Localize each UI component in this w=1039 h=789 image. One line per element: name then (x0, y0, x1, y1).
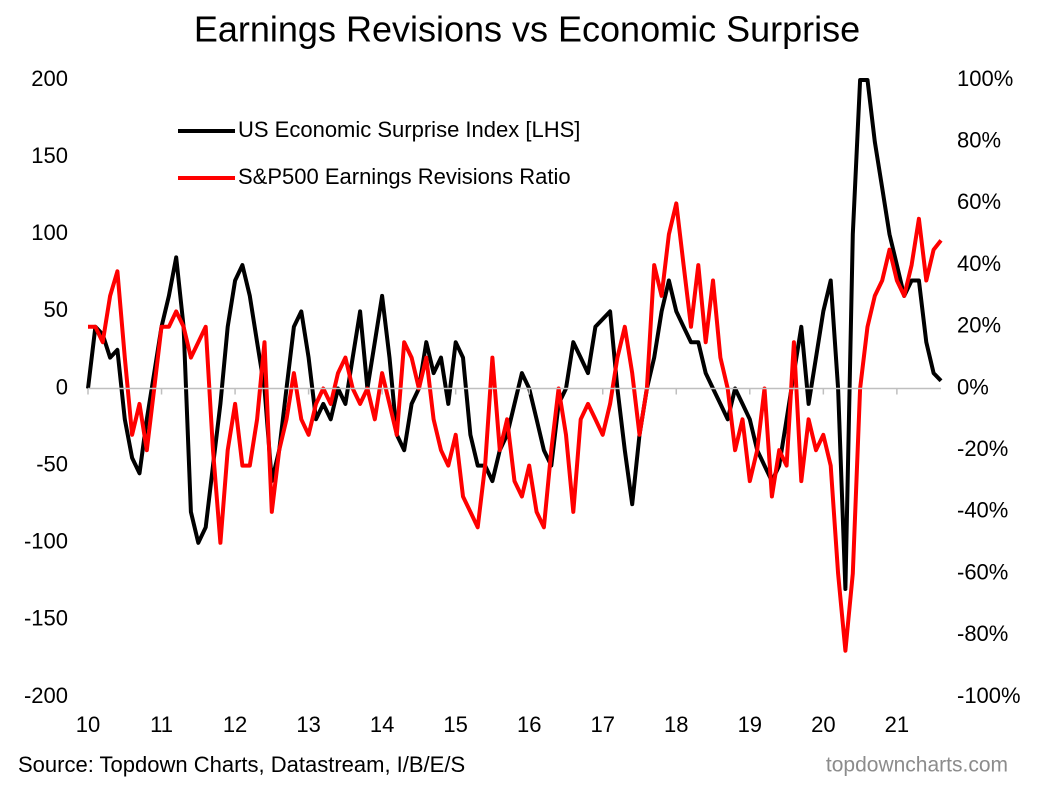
y-tick-label: 50 (44, 297, 68, 322)
y-tick-label: 150 (31, 143, 68, 168)
x-tick-label: 13 (296, 712, 320, 737)
x-tick-label: 19 (738, 712, 762, 737)
x-tick-label: 16 (517, 712, 541, 737)
y-tick-label: 0 (56, 374, 68, 399)
y2-tick-label: 0% (957, 374, 989, 399)
x-tick-label: 14 (370, 712, 394, 737)
y2-tick-label: -40% (957, 498, 1008, 523)
y2-tick-label: -20% (957, 436, 1008, 461)
y2-tick-label: 40% (957, 251, 1001, 276)
x-tick-label: 11 (150, 712, 173, 737)
y-tick-label: 200 (31, 66, 68, 91)
x-tick-label: 20 (811, 712, 835, 737)
series-line (86, 78, 943, 591)
source-note: Source: Topdown Charts, Datastream, I/B/… (18, 752, 465, 777)
y-tick-label: 100 (31, 220, 68, 245)
y2-tick-label: -80% (957, 621, 1008, 646)
y-tick-label: -150 (24, 606, 68, 631)
x-tick-label: 12 (223, 712, 247, 737)
legend-label: US Economic Surprise Index [LHS] (238, 117, 580, 142)
x-tick-label: 18 (664, 712, 688, 737)
watermark: topdowncharts.com (826, 754, 1008, 777)
legend-label: S&P500 Earnings Revisions Ratio (238, 164, 571, 189)
x-tick-label: 10 (76, 712, 100, 737)
y2-tick-label: -60% (957, 559, 1008, 584)
y2-tick-label: 60% (957, 189, 1001, 214)
y2-tick-label: -100% (957, 683, 1021, 708)
x-tick-label: 17 (590, 712, 614, 737)
y2-tick-label: 20% (957, 313, 1001, 338)
y2-tick-label: 100% (957, 66, 1013, 91)
x-tick-label: 21 (885, 712, 909, 737)
y-tick-label: -100 (24, 529, 68, 554)
plot-area (86, 78, 943, 653)
y2-tick-label: 80% (957, 128, 1001, 153)
x-tick-label: 15 (443, 712, 467, 737)
y-tick-label: -200 (24, 683, 68, 708)
chart-title: Earnings Revisions vs Economic Surprise (194, 9, 860, 50)
y-tick-label: -50 (36, 451, 68, 476)
series-line (88, 201, 943, 653)
